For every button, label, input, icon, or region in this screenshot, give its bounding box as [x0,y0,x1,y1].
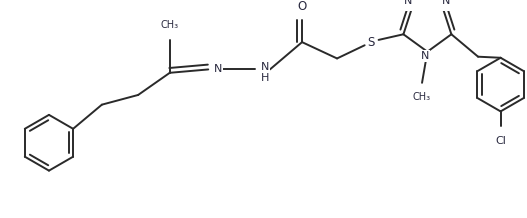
Text: O: O [297,0,307,13]
Text: N
H: N H [261,62,269,83]
Text: N: N [421,51,429,61]
Text: CH₃: CH₃ [161,20,179,30]
Text: CH₃: CH₃ [413,92,431,102]
Text: N: N [442,0,451,6]
Text: S: S [367,36,375,49]
Text: N: N [404,0,413,6]
Text: Cl: Cl [495,136,506,146]
Text: N: N [214,65,222,74]
